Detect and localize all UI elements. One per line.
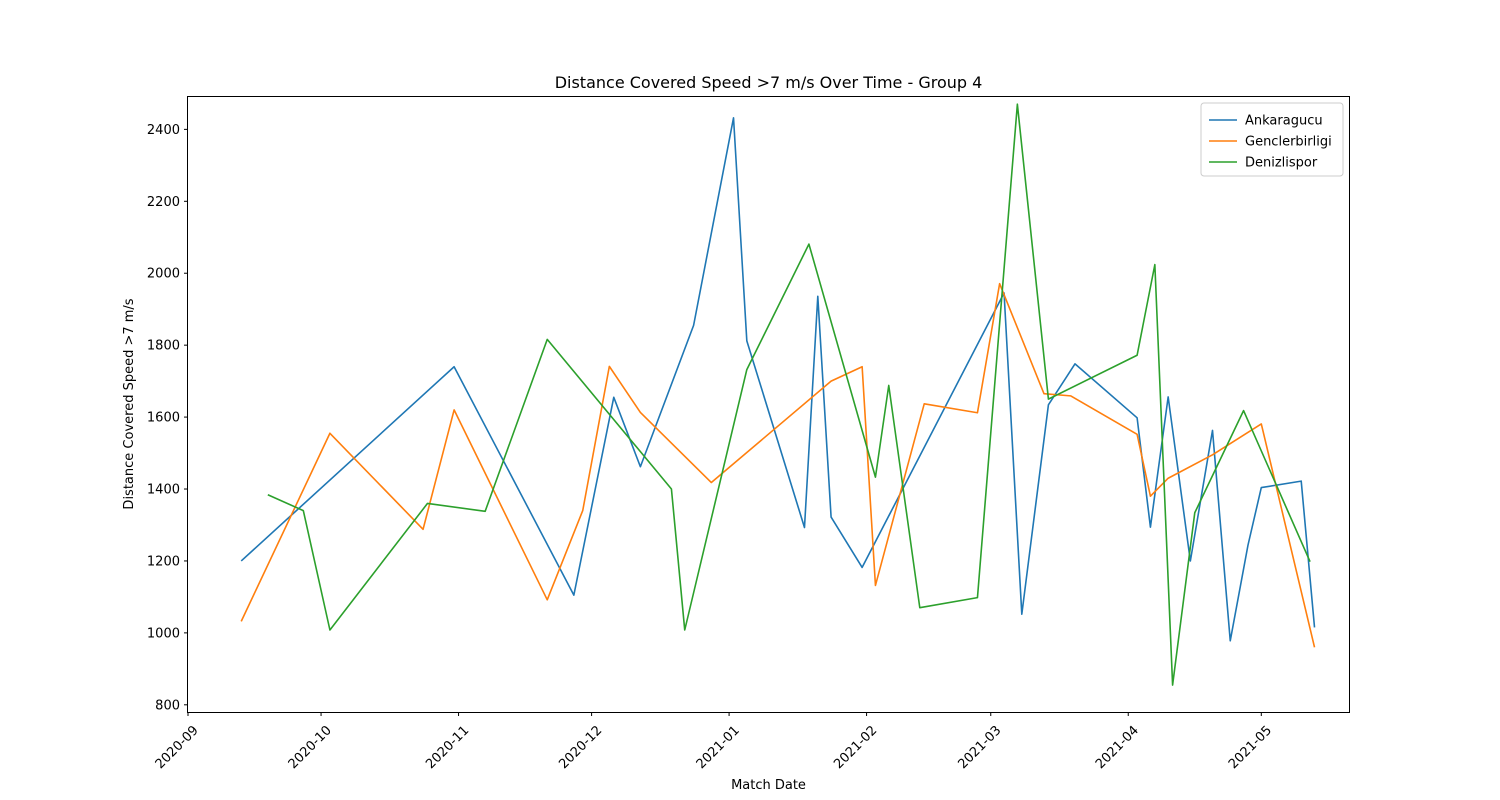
y-tick-label-8: 2400 [147, 123, 180, 138]
y-tick-label-1: 1000 [147, 626, 180, 641]
legend-box [1200, 102, 1344, 177]
x-tick-label-8: 2021-05 [1226, 723, 1275, 772]
x-tick-label-4: 2021-01 [694, 723, 743, 772]
y-axis-ticks: 800 1000 1200 1400 1600 1800 2000 2200 2400 [147, 123, 188, 713]
x-tick-label-5: 2021-02 [831, 723, 880, 772]
y-tick-label-7: 2200 [147, 195, 180, 210]
series-line-2 [267, 103, 1311, 686]
x-tick-label-7: 2021-04 [1093, 723, 1142, 772]
y-tick-label-5: 1800 [147, 339, 180, 354]
x-tick-label-2: 2020-11 [423, 723, 472, 772]
legend-label-0: Ankaragucu [1245, 114, 1323, 129]
chart-title: Distance Covered Speed >7 m/s Over Time … [555, 73, 983, 92]
series-line-0 [240, 117, 1316, 642]
plot-lines [240, 103, 1316, 686]
y-tick-label-4: 1600 [147, 411, 180, 426]
legend-label-1: Genclerbirligi [1245, 135, 1332, 150]
x-axis-label: Match Date [731, 778, 806, 793]
legend-label-2: Denizlispor [1245, 156, 1318, 171]
y-tick-label-0: 800 [155, 698, 180, 713]
legend: Ankaragucu Genclerbirligi Denizlispor [1200, 102, 1344, 177]
y-tick-label-2: 1200 [147, 554, 180, 569]
x-tick-label-6: 2021-03 [955, 723, 1004, 772]
plot-frame [187, 96, 1350, 713]
series-line-1 [240, 282, 1316, 648]
y-tick-label-3: 1400 [147, 483, 180, 498]
x-tick-label-1: 2020-10 [286, 723, 335, 772]
y-tick-label-6: 2000 [147, 267, 180, 282]
y-axis-label: Distance Covered Speed >7 m/s [122, 298, 137, 509]
x-axis-ticks: 2020-09 2020-10 2020-11 2020-12 2021-01 2021-… [153, 712, 1275, 772]
x-tick-label-0: 2020-09 [153, 723, 202, 772]
x-tick-label-3: 2020-12 [556, 723, 605, 772]
